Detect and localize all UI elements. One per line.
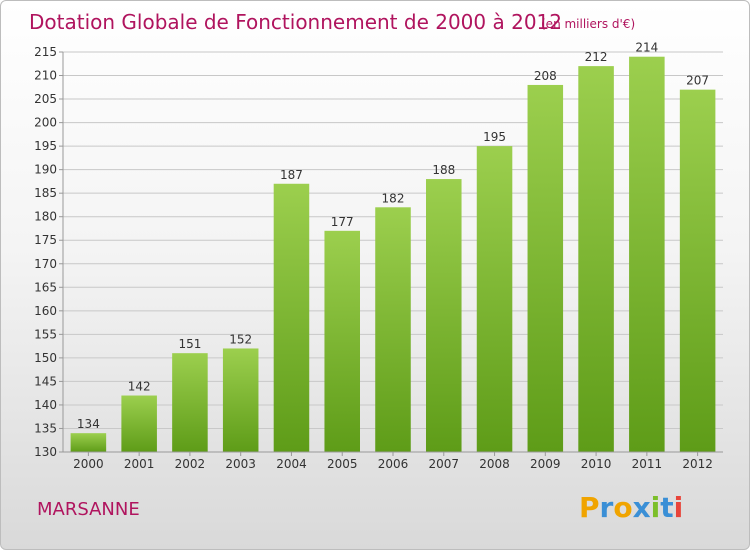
y-tick-label: 205	[34, 92, 57, 106]
logo-letter: o	[613, 491, 632, 524]
x-tick-label-2010: 2010	[581, 457, 612, 471]
value-label-2002: 151	[178, 337, 201, 351]
bar-2001	[121, 395, 157, 452]
x-tick-label-2002: 2002	[175, 457, 206, 471]
x-tick-label-2012: 2012	[682, 457, 713, 471]
y-tick-label: 210	[34, 69, 57, 83]
bar-2003	[222, 348, 259, 452]
bar-2009	[527, 84, 564, 453]
y-tick-label: 200	[34, 116, 57, 130]
x-tick-label-2003: 2003	[225, 457, 256, 471]
proxiti-logo: Proxiti	[579, 491, 683, 524]
value-label-2012: 207	[686, 74, 709, 88]
x-tick-label-2011: 2011	[632, 457, 663, 471]
bar-2011	[629, 56, 665, 453]
value-label-2001: 142	[128, 380, 151, 394]
x-tick-label-2007: 2007	[428, 457, 459, 471]
y-tick-label: 150	[34, 351, 57, 365]
y-tick-label: 130	[34, 445, 57, 459]
y-tick-label: 170	[34, 257, 57, 271]
x-tick-label-2008: 2008	[479, 457, 510, 471]
y-tick-label: 175	[34, 233, 57, 247]
y-tick-label: 180	[34, 210, 57, 224]
chart-title: Dotation Globale de Fonctionnement de 20…	[29, 10, 562, 34]
chart-subtitle: (en milliers d'€)	[541, 17, 635, 31]
y-tick-label: 190	[34, 163, 57, 177]
bar-2000	[70, 433, 107, 452]
logo-letter: i	[651, 491, 661, 524]
y-tick-label: 165	[34, 280, 57, 294]
bar-2004	[273, 183, 310, 452]
value-label-2011: 214	[635, 41, 658, 55]
logo-letter: t	[660, 491, 673, 524]
y-tick-label: 215	[34, 45, 57, 59]
logo-letter: P	[579, 491, 600, 524]
y-tick-label: 160	[34, 304, 57, 318]
bar-2002	[172, 353, 208, 452]
value-label-2010: 212	[585, 50, 608, 64]
x-tick-label-2005: 2005	[327, 457, 358, 471]
value-label-2009: 208	[534, 69, 557, 83]
commune-name: MARSANNE	[37, 499, 140, 520]
logo-letter: i	[674, 491, 684, 524]
value-label-2007: 188	[432, 163, 455, 177]
axes: 130 135 140 145 150 155 160 165 170 175 180 185 190 1…	[34, 45, 723, 471]
bar-2010	[578, 66, 614, 452]
bar-2008	[476, 146, 513, 452]
value-label-2006: 182	[382, 191, 405, 205]
bar-2012	[679, 89, 716, 452]
value-label-2004: 187	[280, 168, 303, 182]
bar-2007	[426, 179, 462, 452]
y-tick-label: 155	[34, 327, 57, 341]
value-label-2003: 152	[229, 332, 252, 346]
x-tick-label-2000: 2000	[73, 457, 104, 471]
value-label-2000: 134	[77, 417, 100, 431]
y-tick-label: 140	[34, 398, 57, 412]
x-tick-label-2001: 2001	[124, 457, 155, 471]
y-tick-label: 135	[34, 421, 57, 435]
bars: 134 142 151 152 187 177 182 188 195 208 212 214 207	[70, 41, 716, 453]
value-label-2005: 177	[331, 215, 354, 229]
x-tick-label-2004: 2004	[276, 457, 307, 471]
x-tick-label-2009: 2009	[530, 457, 561, 471]
logo-letter: x	[633, 491, 651, 524]
bar-2006	[375, 207, 411, 452]
y-tick-label: 145	[34, 374, 57, 388]
x-tick-label-2006: 2006	[378, 457, 409, 471]
bar-2005	[324, 230, 360, 452]
y-tick-label: 195	[34, 139, 57, 153]
value-label-2008: 195	[483, 130, 506, 144]
logo-letter: r	[600, 491, 614, 524]
y-tick-label: 185	[34, 186, 57, 200]
